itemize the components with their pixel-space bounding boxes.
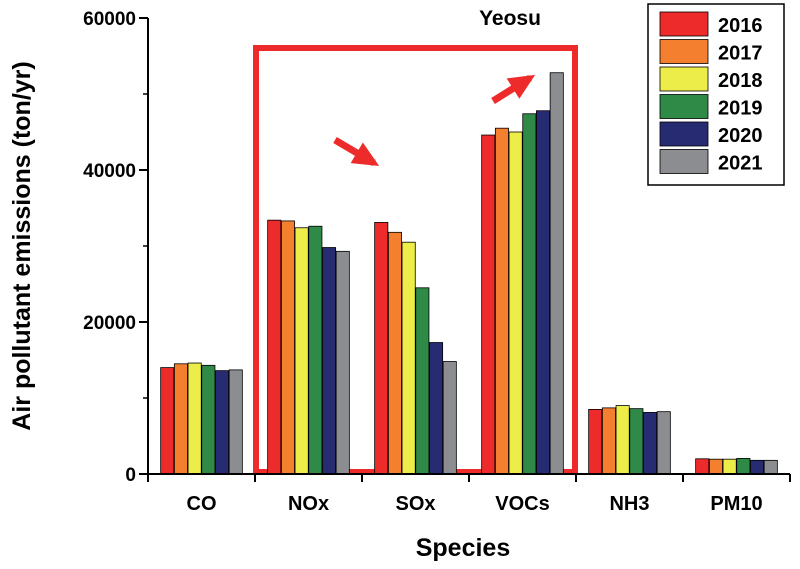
bar-2020-vocs — [536, 110, 551, 475]
bar-2016-sox — [374, 222, 389, 475]
arrow-up-vocs — [491, 74, 536, 104]
bar-2018-nh3 — [615, 405, 630, 475]
x-tick-label: PM10 — [710, 493, 762, 515]
bar-2019-sox — [415, 287, 430, 475]
x-tick-label: NOx — [288, 493, 329, 515]
bar-2017-vocs — [494, 127, 509, 475]
bar-2019-nox — [308, 225, 323, 475]
legend-label-2017: 2017 — [718, 43, 763, 65]
bar-2019-vocs — [522, 113, 537, 475]
bar-2016-nh3 — [588, 408, 603, 475]
legend-label-2019: 2019 — [718, 98, 763, 120]
legend-swatch-2016 — [659, 11, 709, 37]
arrow-head — [350, 142, 380, 167]
legend-swatch-2019 — [659, 94, 709, 119]
bar-2020-sox — [429, 342, 444, 475]
bar-2021-vocs — [549, 72, 564, 475]
bar-2016-pm10 — [695, 458, 710, 475]
bar-2020-nh3 — [643, 412, 658, 475]
bar-2016-vocs — [481, 134, 496, 475]
legend-swatch-2018 — [659, 66, 709, 92]
y-tick-label: 60000 — [83, 9, 136, 30]
legend-swatch-2020 — [659, 121, 709, 147]
x-tick-label: VOCs — [495, 493, 549, 515]
x-axis-title: Species — [416, 534, 511, 562]
legend-label-2018: 2018 — [718, 70, 763, 92]
y-tick-label: 20000 — [83, 313, 136, 334]
x-tick-label: SOx — [395, 493, 435, 515]
y-axis-title: Air pollutant emissions (ton/yr) — [8, 61, 36, 430]
legend: 2016 2017 2018 2019 2020 2021 — [647, 3, 785, 186]
bar-2018-vocs — [508, 131, 523, 475]
bar-2019-nh3 — [629, 408, 644, 475]
legend-label-2016: 2016 — [718, 15, 763, 37]
arrow-down-sox — [333, 136, 380, 167]
bar-2021-nox — [335, 250, 350, 475]
bar-2017-nox — [280, 220, 295, 475]
bar-2020-nox — [322, 247, 337, 475]
x-tick-label: NH3 — [609, 493, 649, 515]
legend-label-2020: 2020 — [718, 125, 763, 147]
bar-2020-pm10 — [750, 459, 765, 475]
arrow-head — [506, 74, 536, 99]
bar-2017-pm10 — [708, 458, 723, 475]
bar-2021-sox — [442, 361, 457, 475]
bar-2021-nh3 — [656, 411, 671, 475]
bar-2021-co — [228, 369, 243, 475]
bar-2019-pm10 — [736, 458, 751, 475]
x-tick-label: CO — [187, 493, 217, 515]
chart-title: Yeosu — [479, 7, 541, 30]
legend-label-2021: 2021 — [718, 153, 763, 175]
y-tick-label: 40000 — [83, 161, 136, 182]
bars-layer — [160, 72, 778, 475]
bar-2016-co — [160, 367, 175, 475]
annotation-layer — [333, 74, 536, 167]
bar-2018-co — [187, 362, 202, 475]
y-tick-label: 0 — [125, 465, 136, 486]
bar-2017-nh3 — [601, 407, 616, 475]
bar-2018-sox — [401, 241, 416, 475]
bar-2018-pm10 — [722, 458, 737, 475]
bar-2017-co — [173, 363, 188, 475]
bar-2021-pm10 — [763, 459, 778, 475]
bar-2019-co — [201, 364, 216, 475]
bar-2018-nox — [294, 227, 309, 475]
bar-2016-nox — [267, 219, 282, 475]
bar-2017-sox — [387, 231, 402, 475]
axes-layer: Yeosu Species Air pollutant emissions (t… — [8, 7, 791, 562]
legend-swatch-2021 — [659, 149, 709, 174]
bar-2020-co — [215, 370, 230, 475]
legend-swatch-2017 — [659, 39, 709, 64]
